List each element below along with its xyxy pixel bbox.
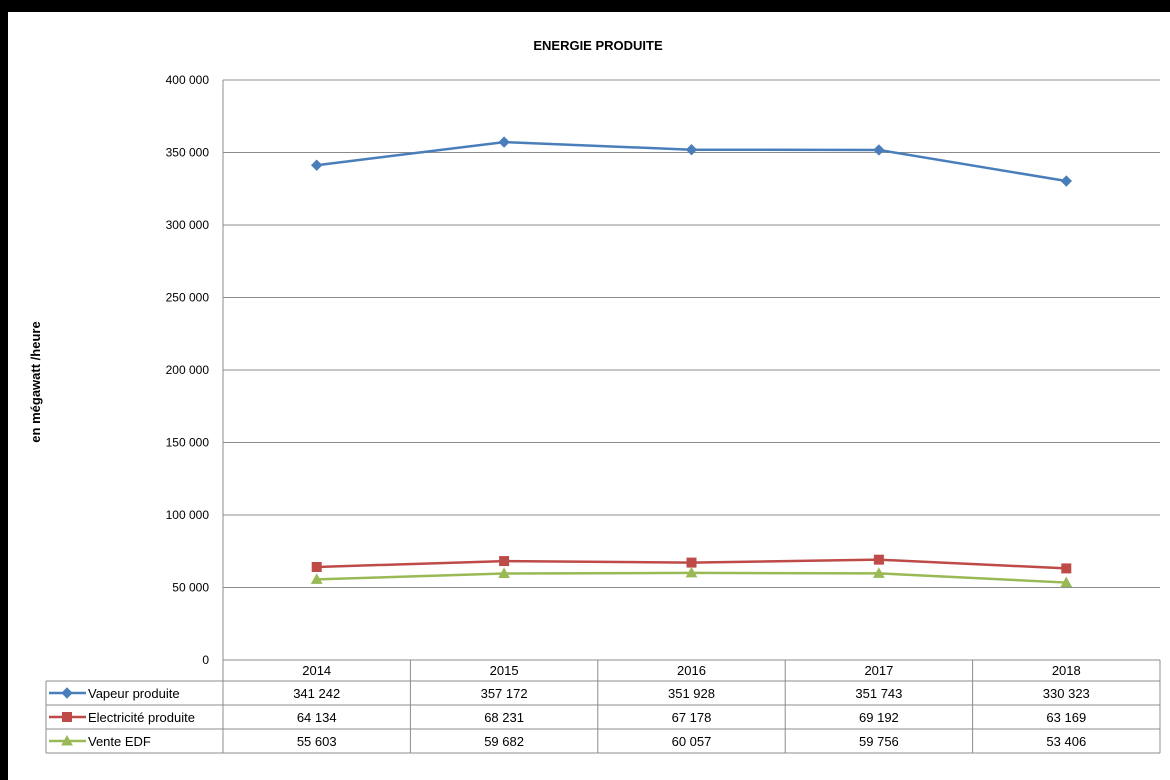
y-tick-label: 50 000 bbox=[172, 581, 209, 595]
data-label: 59 682 bbox=[484, 734, 524, 749]
data-point bbox=[310, 159, 323, 171]
y-tick-label: 150 000 bbox=[166, 436, 210, 450]
data-label: 63 169 bbox=[1046, 710, 1086, 725]
line-chart: ENERGIE PRODUITE en mégawatt /heure 0 50 … bbox=[28, 38, 1161, 754]
x-tick-label: 2018 bbox=[1052, 663, 1081, 678]
legend-label: Vente EDF bbox=[88, 734, 151, 749]
data-point bbox=[310, 573, 323, 584]
data-label: 351 928 bbox=[668, 686, 715, 701]
data-label: 59 756 bbox=[859, 734, 899, 749]
x-tick-label: 2016 bbox=[677, 663, 706, 678]
data-point bbox=[873, 567, 885, 578]
data-point bbox=[685, 566, 698, 578]
legend-marker bbox=[62, 712, 72, 722]
y-axis-label: en mégawatt /heure bbox=[28, 321, 43, 442]
chart-frame: ENERGIE PRODUITE en mégawatt /heure 0 50 … bbox=[8, 12, 1170, 780]
legend-marker bbox=[61, 687, 73, 699]
data-label: 69 192 bbox=[859, 710, 899, 725]
data-point bbox=[1060, 576, 1073, 588]
data-point bbox=[311, 562, 322, 573]
y-tick-label: 100 000 bbox=[166, 508, 210, 522]
legend-marker bbox=[61, 734, 73, 746]
y-tick-label: 0 bbox=[202, 653, 209, 667]
data-label: 60 057 bbox=[672, 734, 712, 749]
y-tick-label: 200 000 bbox=[166, 363, 210, 377]
y-tick-label: 400 000 bbox=[166, 73, 210, 87]
data-label: 64 134 bbox=[297, 710, 337, 725]
data-point bbox=[1060, 175, 1073, 187]
y-tick-label: 250 000 bbox=[166, 291, 210, 305]
data-table: 2014 2015 2016 2017 2018 Vapeur produite 341 2… bbox=[45, 659, 1161, 754]
y-tick-label: 300 000 bbox=[166, 218, 210, 232]
data-label: 357 172 bbox=[481, 686, 528, 701]
data-point bbox=[873, 144, 885, 156]
data-label: 67 178 bbox=[672, 710, 712, 725]
gridlines bbox=[222, 79, 1160, 660]
data-label: 53 406 bbox=[1046, 734, 1086, 749]
data-point bbox=[686, 557, 697, 568]
chart-title: ENERGIE PRODUITE bbox=[533, 38, 663, 53]
data-point bbox=[873, 554, 884, 565]
data-point bbox=[499, 556, 510, 567]
data-label: 330 323 bbox=[1043, 686, 1090, 701]
data-point bbox=[498, 136, 510, 148]
legend-label: Electricité produite bbox=[88, 710, 195, 725]
data-point bbox=[1061, 563, 1072, 574]
y-tick-labels: 0 50 000 100 000 150 000 200 000 250 000 300 0… bbox=[166, 73, 210, 667]
data-label: 341 242 bbox=[293, 686, 340, 701]
data-label: 55 603 bbox=[297, 734, 337, 749]
data-label: 68 231 bbox=[484, 710, 524, 725]
data-point bbox=[498, 567, 510, 578]
legend-label: Vapeur produite bbox=[88, 686, 180, 701]
y-tick-label: 350 000 bbox=[166, 146, 210, 160]
data-label: 351 743 bbox=[855, 686, 902, 701]
series-lines bbox=[310, 136, 1073, 588]
x-tick-label: 2014 bbox=[302, 663, 331, 678]
data-point bbox=[685, 143, 698, 156]
x-tick-label: 2017 bbox=[864, 663, 893, 678]
x-tick-label: 2015 bbox=[490, 663, 519, 678]
